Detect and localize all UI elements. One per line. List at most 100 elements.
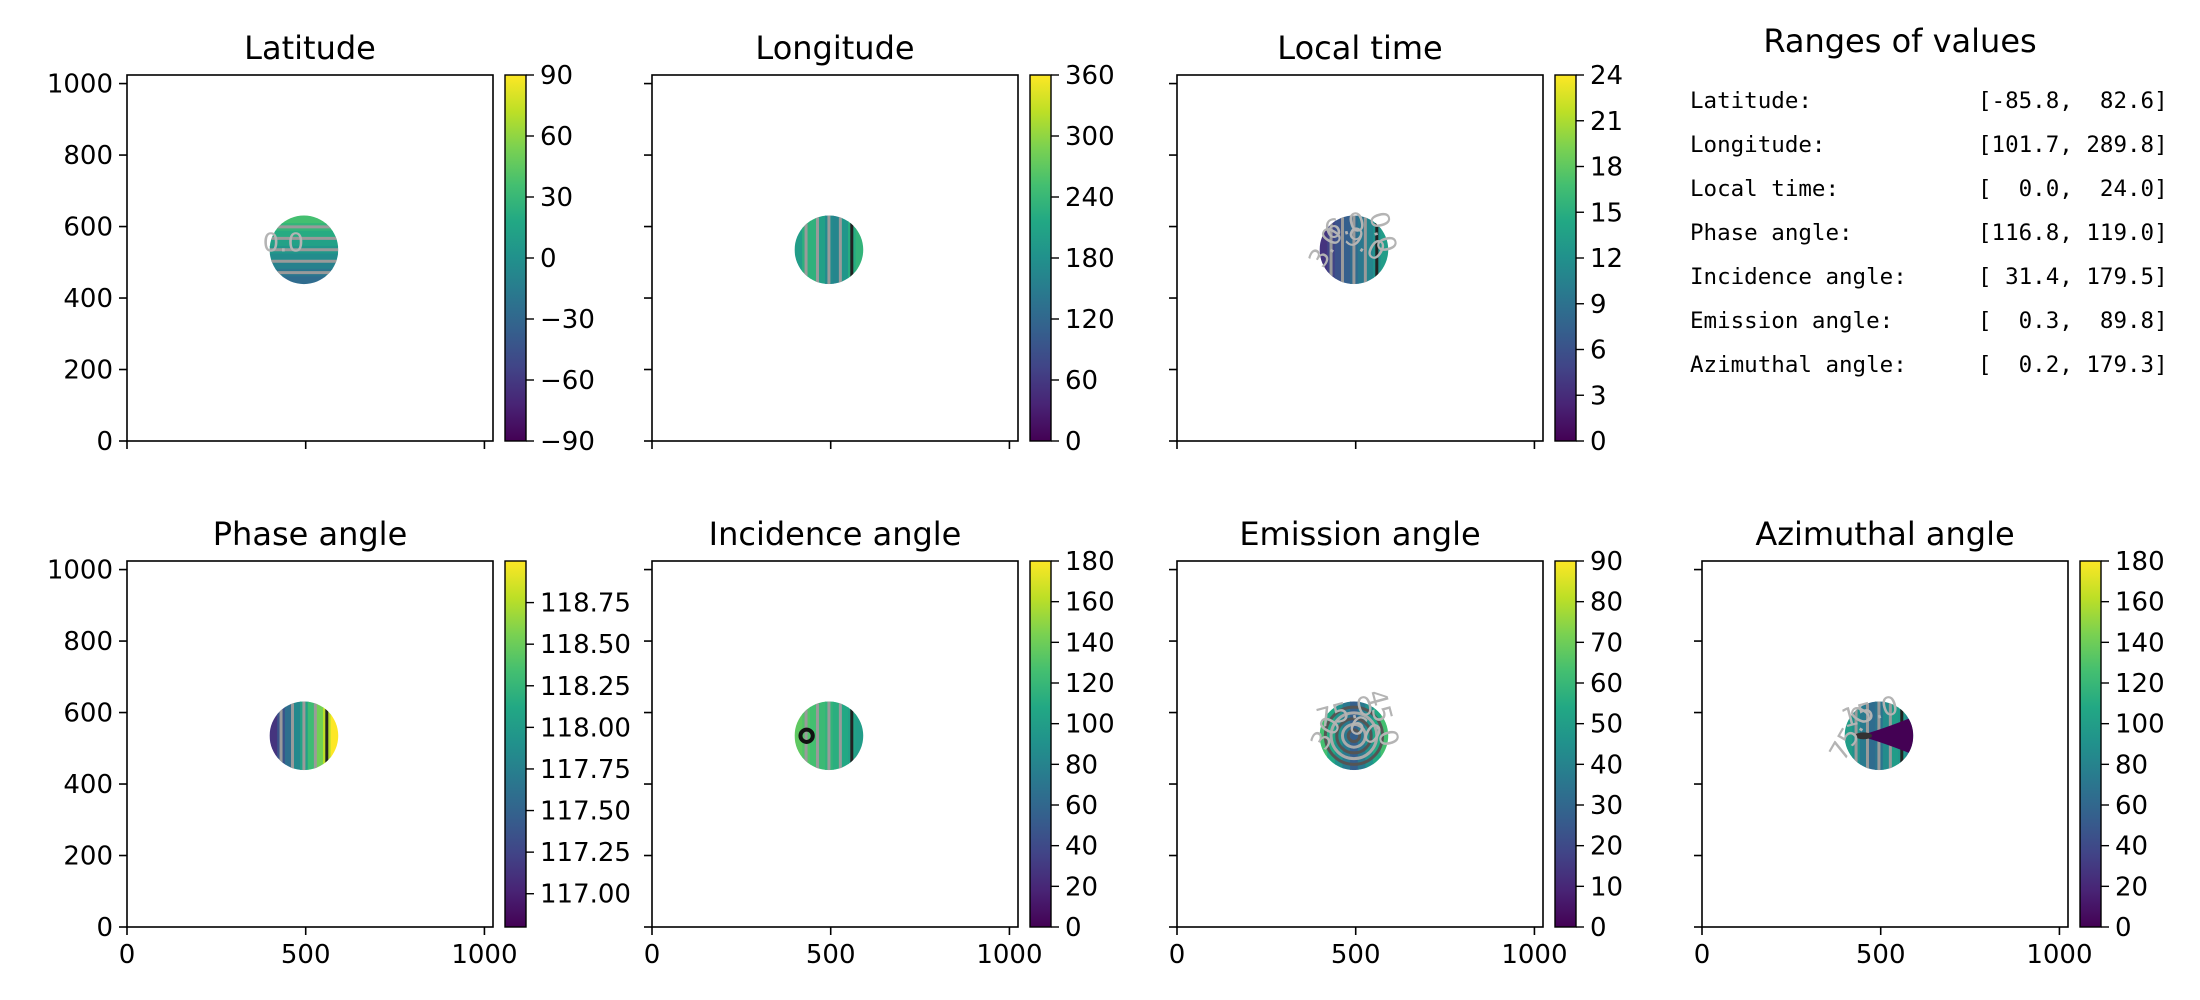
range-value: [116.8, 119.0]: [1978, 220, 2168, 246]
range-row-emission-angle: Emission angle: [ 0.3, 89.8]: [1690, 308, 2190, 352]
colorbar-tick-label: 20: [1590, 832, 1623, 862]
colorbar-tick-label: 0: [1065, 913, 1082, 943]
y-tick-label: 1000: [47, 556, 113, 586]
disc-band: [1380, 215, 1389, 285]
disc-image: [1844, 701, 1914, 771]
colorbar-tick-label: 120: [1065, 305, 1115, 335]
disc-band: [855, 701, 864, 771]
x-tick-label: 500: [1856, 940, 1906, 970]
colorbar-tick-label: 160: [1065, 588, 1115, 618]
colorbar: [504, 74, 527, 442]
disc-band: [1350, 701, 1359, 771]
panel-title: Emission angle: [1239, 515, 1480, 553]
disc-band: [1365, 215, 1374, 285]
disc-band: [809, 215, 819, 285]
x-tick-label: 1000: [976, 940, 1042, 970]
y-tick-label: 1000: [47, 70, 113, 100]
colorbar-tick-label: 118.25: [540, 672, 631, 702]
disc-image: [794, 215, 864, 285]
range-row-longitude: Longitude: [101.7, 289.8]: [1690, 132, 2190, 176]
colorbar-tick-label: 180: [1065, 547, 1115, 577]
x-tick-label: 1000: [1501, 940, 1567, 970]
ranges-title: Ranges of values: [1763, 22, 2037, 60]
colorbar: [1554, 74, 1577, 442]
range-label: Longitude:: [1690, 132, 1826, 158]
colorbar-tick-label: 50: [1590, 710, 1623, 740]
colorbar-tick-label: 80: [1065, 750, 1098, 780]
disc-band: [832, 701, 842, 771]
ranges-list: Latitude: [-85.8, 82.6] Longitude: [101.…: [1690, 88, 2190, 396]
colorbar-tick-label: 80: [1590, 588, 1623, 618]
colorbar-tick-label: 40: [1065, 832, 1098, 862]
colorbar-tick-label: 18: [1590, 153, 1623, 183]
colorbar: [2079, 560, 2102, 928]
colorbar-tick-label: 117.00: [540, 880, 631, 910]
disc-feature: [1854, 732, 1873, 740]
range-label: Latitude:: [1690, 88, 1812, 114]
disc-image: [269, 215, 339, 285]
colorbar: [1029, 74, 1052, 442]
colorbar-tick-label: 3: [1590, 381, 1607, 411]
colorbar-tick-label: 60: [1590, 669, 1623, 699]
y-tick-label: 800: [63, 141, 113, 171]
disc-band: [269, 276, 339, 285]
disc-band: [292, 701, 302, 771]
range-row-phase-angle: Phase angle: [116.8, 119.0]: [1690, 220, 2190, 264]
x-tick-label: 500: [1331, 940, 1381, 970]
colorbar-tick-label: 0: [1590, 913, 1607, 943]
disc-band: [1380, 701, 1389, 771]
colorbar-tick-label: −90: [540, 427, 595, 457]
colorbar-tick-label: 40: [2115, 832, 2148, 862]
contour-line: [1329, 711, 1379, 761]
disc-band: [269, 238, 339, 247]
y-tick-label: 200: [63, 356, 113, 386]
colorbar-tick-label: 117.25: [540, 838, 631, 868]
disc-band: [1357, 701, 1367, 771]
disc-band: [840, 701, 849, 771]
panel-title: Longitude: [755, 29, 914, 67]
disc-band: [817, 701, 827, 771]
colorbar-tick-label: 118.75: [540, 589, 631, 619]
colorbar-tick-label: 240: [1065, 183, 1115, 213]
range-row-local-time: Local time: [ 0.0, 24.0]: [1690, 176, 2190, 220]
colorbar-tick-label: 0: [1065, 427, 1082, 457]
contour-line: [1335, 717, 1373, 755]
contour-line: [1346, 728, 1362, 743]
disc-band: [315, 701, 324, 771]
colorbar-tick-label: 40: [1590, 750, 1623, 780]
panel-title: Phase angle: [213, 515, 408, 553]
x-tick-label: 0: [119, 940, 136, 970]
x-tick-label: 1000: [451, 940, 517, 970]
colorbar-tick-label: 20: [2115, 872, 2148, 902]
colorbar-tick-label: 21: [1590, 107, 1623, 137]
panel-phase: Phase angle 0 200 400 600 800 1000 0 500 1000 118.…: [47, 515, 631, 970]
disc-band: [840, 215, 849, 285]
y-tick-label: 0: [96, 427, 113, 457]
colorbar-tick-label: 90: [1590, 547, 1623, 577]
x-tick-label: 0: [1694, 940, 1711, 970]
x-tick-label: 500: [281, 940, 331, 970]
colorbar-tick-label: 120: [2115, 669, 2165, 699]
colorbar-tick-label: 100: [2115, 710, 2165, 740]
range-row-azimuthal-angle: Azimuthal angle: [ 0.2, 179.3]: [1690, 352, 2190, 396]
y-tick-label: 800: [63, 627, 113, 657]
colorbar-tick-label: 180: [2115, 547, 2165, 577]
colorbar-tick-label: 140: [1065, 628, 1115, 658]
range-row-incidence-angle: Incidence angle: [ 31.4, 179.5]: [1690, 264, 2190, 308]
colorbar-tick-label: 140: [2115, 628, 2165, 658]
disc-band: [269, 215, 339, 225]
ranges-panel: Ranges of values Latitude: [-85.8, 82.6]…: [1690, 22, 2190, 396]
disc-band: [1319, 215, 1329, 285]
colorbar-tick-label: 20: [1065, 872, 1098, 902]
range-value: [-85.8, 82.6]: [1978, 88, 2168, 114]
colorbar-tick-label: 117.75: [540, 755, 631, 785]
colorbar-tick-label: 180: [1065, 244, 1115, 274]
colorbar-tick-label: 60: [540, 122, 573, 152]
colorbar-tick-label: 9: [1590, 290, 1607, 320]
x-tick-label: 1000: [2026, 940, 2092, 970]
disc-band: [307, 701, 317, 771]
range-label: Phase angle:: [1690, 220, 1853, 246]
disc-band: [855, 215, 864, 285]
colorbar-tick-label: 118.00: [540, 713, 631, 743]
